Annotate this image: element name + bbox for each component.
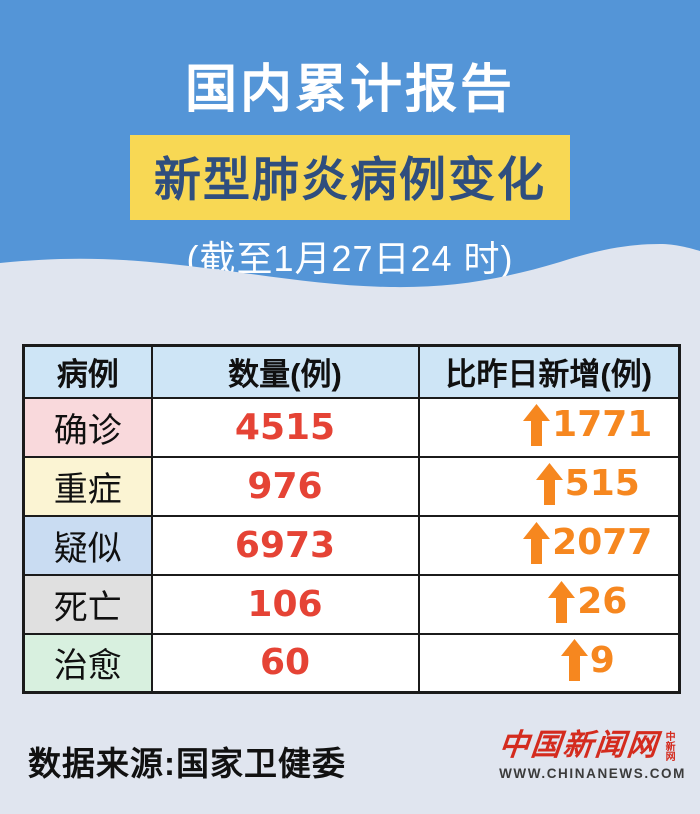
count-value: 106 [150,573,420,635]
up-arrow-icon [523,403,551,446]
count-value: 976 [150,455,420,517]
increase-value: 9 [589,639,615,681]
source-text: 数据来源:国家卫健委 [28,745,346,782]
content-section: 病例 数量(例) 比昨日新增(例) 确诊 4515 1771 重症 976 [0,310,700,785]
chinanews-logo: 中国新闻网 中新网 WWW.CHINANEWS.COM [497,729,686,781]
logo-side-text: 中新网 [663,731,675,761]
table-header-row: 病例 数量(例) 比昨日新增(例) [22,344,681,399]
row-label: 疑似 [22,514,153,576]
count-value: 4515 [150,396,420,458]
table-row-severe: 重症 976 515 [22,455,681,517]
up-arrow-icon [548,580,576,623]
up-arrow-icon [523,521,551,564]
logo-main-text: 中国新闻网 [497,729,661,762]
subtitle-highlight: 新型肺炎病例变化 [130,135,570,220]
page-title: 国内累计报告 [184,61,515,119]
table-row-suspected: 疑似 6973 2077 [22,514,681,576]
col-header-count: 数量(例) [150,344,420,399]
up-arrow-icon [535,462,563,505]
count-value: 6973 [150,514,420,576]
col-header-increase: 比昨日新增(例) [417,344,681,399]
increase-value: 515 [564,463,640,504]
row-label: 重症 [22,455,153,517]
up-arrow-icon [560,639,588,682]
row-label: 治愈 [22,632,153,694]
count-value: 60 [150,632,420,694]
row-label: 确诊 [22,396,153,458]
hero-banner: 国内累计报告 新型肺炎病例变化 (截至1月27日24 时) [0,0,700,310]
logo-url-text: WWW.CHINANEWS.COM [499,766,686,781]
page-subtitle: 新型肺炎病例变化 [154,153,546,206]
col-header-case: 病例 [22,344,153,399]
increase-value: 2077 [552,522,653,563]
increase-value: 1771 [552,404,653,445]
table-row-cured: 治愈 60 9 [22,632,681,694]
table-row-confirmed: 确诊 4515 1771 [22,396,681,458]
date-note: (截至1月27日24 时) [186,238,514,279]
table-row-deaths: 死亡 106 26 [22,573,681,635]
increase-value: 26 [577,581,628,622]
row-label: 死亡 [22,573,153,635]
wave-divider [0,244,700,310]
footer: 数据来源:国家卫健委 中国新闻网 中新网 WWW.CHINANEWS.COM [0,729,700,785]
cases-table: 病例 数量(例) 比昨日新增(例) 确诊 4515 1771 重症 976 [22,344,681,694]
